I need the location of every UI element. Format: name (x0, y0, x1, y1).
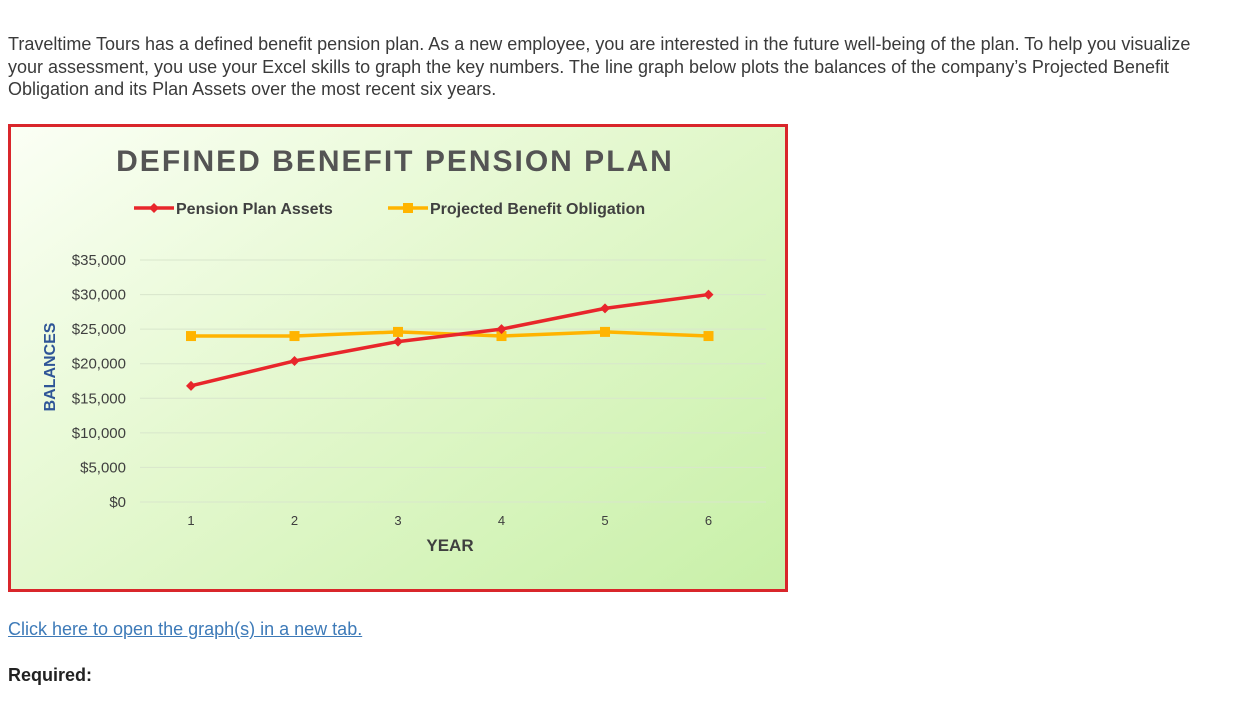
pension-plan-assets-line (190, 292, 709, 388)
y-tick-label: $25,000 (72, 321, 126, 338)
required-label: Required: (8, 665, 93, 685)
y-tick-label: $10,000 (72, 425, 126, 442)
legend-label-assets: Pension Plan Assets (176, 201, 333, 218)
x-tick-label: 5 (601, 513, 608, 528)
pension-plan-assets-point (600, 303, 610, 314)
projected-benefit-obligation-point (289, 331, 300, 342)
y-tick-label: $20,000 (72, 356, 126, 373)
x-tick-label: 4 (498, 513, 505, 528)
y-tick-label: $35,000 (72, 252, 126, 269)
projected-benefit-obligation-point (186, 331, 196, 342)
legend-assets-marker (149, 203, 159, 213)
open-graph-link[interactable]: Click here to open the graph(s) in a new… (8, 619, 363, 639)
legend-label-pbo: Projected Benefit Obligation (430, 201, 645, 218)
projected-benefit-obligation-point (703, 331, 714, 342)
chart-frame: DEFINED BENEFIT PENSION PLAN Pension Pla… (8, 124, 788, 592)
projected-benefit-obligation-point (600, 326, 610, 337)
y-tick-label: $30,000 (72, 287, 126, 304)
chart-legend: Pension Plan Assets Projected Benefit Obl… (134, 201, 645, 218)
projected-benefit-obligation-point (393, 326, 403, 337)
y-axis-label: BALANCES (42, 322, 59, 411)
pension-plan-assets-point (289, 355, 300, 366)
legend-pbo-marker (403, 203, 413, 213)
pension-plan-assets-point (496, 324, 507, 335)
intro-paragraph: Traveltime Tours has a defined benefit p… (8, 34, 1191, 99)
x-tick-label: 6 (705, 513, 712, 528)
y-tick-label: $0 (109, 494, 126, 511)
pension-plan-assets-point (186, 380, 196, 391)
chart-gridlines (140, 259, 766, 503)
chart-series (186, 289, 714, 391)
pension-plan-assets-point (393, 336, 403, 347)
x-axis-ticks: 1 2 3 4 5 6 (187, 513, 712, 528)
projected-benefit-obligation-point (496, 331, 507, 342)
y-axis-ticks: $0 $5,000 $10,000 $15,000 $20,000 $25,000 $30,… (72, 252, 126, 511)
y-tick-label: $15,000 (72, 390, 126, 407)
y-tick-label: $5,000 (80, 459, 126, 476)
x-axis-label: YEAR (426, 536, 473, 555)
chart-title: DEFINED BENEFIT PENSION PLAN (116, 145, 674, 178)
pension-plan-assets-point (703, 289, 714, 300)
pension-line-chart: DEFINED BENEFIT PENSION PLAN Pension Pla… (42, 145, 766, 555)
x-tick-label: 1 (187, 513, 194, 528)
x-tick-label: 2 (291, 513, 298, 528)
x-tick-label: 3 (394, 513, 401, 528)
